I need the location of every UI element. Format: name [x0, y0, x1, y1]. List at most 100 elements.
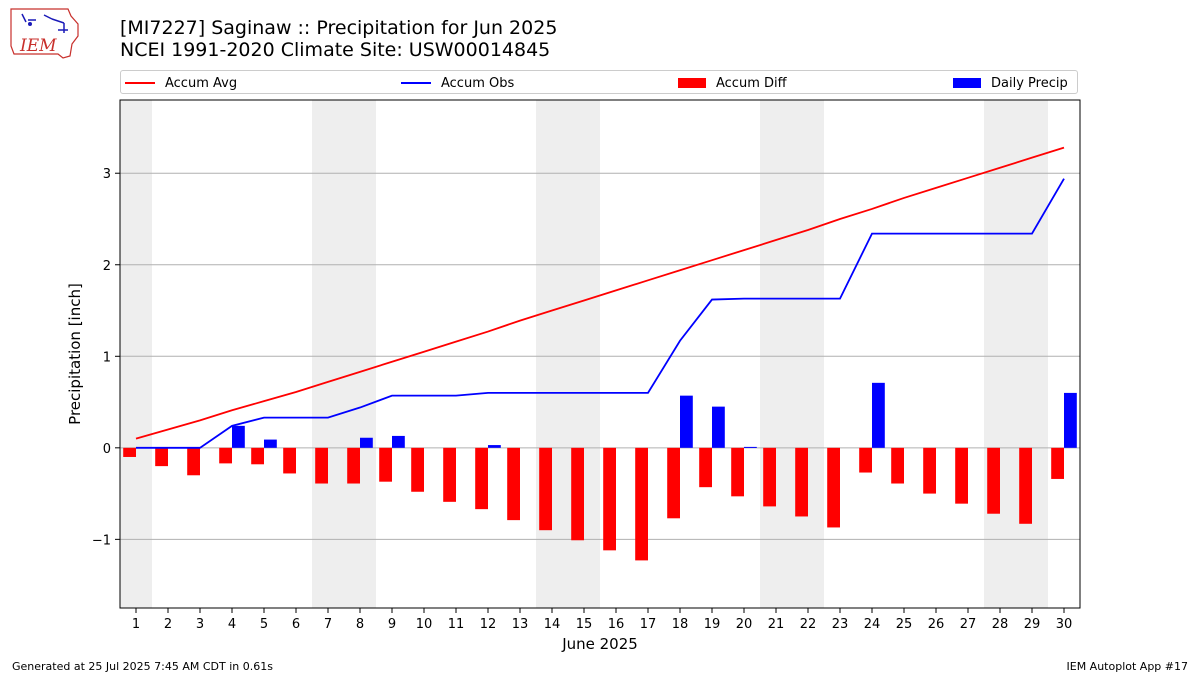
diff-bar-13	[507, 447, 520, 521]
xtick-label-26: 26	[928, 617, 945, 632]
xtick-label-9: 9	[388, 617, 396, 632]
diff-bar-4	[219, 447, 232, 464]
diff-bar-17	[635, 447, 648, 561]
daily-bar-5	[264, 439, 277, 448]
legend-item-accum-obs: Accum Obs	[401, 74, 514, 92]
diff-bar-8	[347, 447, 360, 484]
xtick-label-28: 28	[992, 617, 1009, 632]
xtick-label-19: 19	[704, 617, 721, 632]
diff-bar-7	[315, 447, 328, 484]
diff-bar-10	[411, 447, 424, 492]
diff-bar-28	[987, 447, 1000, 514]
diff-bar-18	[667, 447, 680, 519]
ytick-label-0: 0	[103, 442, 111, 457]
diff-bar-30	[1051, 447, 1064, 479]
xtick-label-8: 8	[356, 617, 364, 632]
daily-bar-8	[360, 437, 373, 448]
daily-bar-12	[488, 445, 501, 448]
daily-bar-24	[872, 382, 885, 448]
diff-bar-19	[699, 447, 712, 488]
xtick-label-7: 7	[324, 617, 332, 632]
xtick-label-3: 3	[196, 617, 204, 632]
xtick-label-12: 12	[480, 617, 497, 632]
xtick-label-6: 6	[292, 617, 300, 632]
legend-label-daily-precip: Daily Precip	[991, 75, 1068, 91]
daily-bar-30	[1064, 392, 1077, 448]
footer-app: IEM Autoplot App #17	[1066, 660, 1189, 673]
legend: Accum Avg Accum Obs Accum Diff Daily Pre…	[120, 70, 1078, 94]
diff-bar-14	[539, 447, 552, 531]
weekend-shade-1	[312, 100, 376, 608]
xtick-label-23: 23	[832, 617, 849, 632]
chart-title: [MI7227] Saginaw :: Precipitation for Ju…	[120, 17, 558, 39]
ytick-label--1: −1	[92, 533, 111, 548]
xtick-label-24: 24	[864, 617, 881, 632]
xtick-label-1: 1	[132, 617, 140, 632]
xtick-label-20: 20	[736, 617, 753, 632]
ytick-label-2: 2	[103, 259, 111, 274]
diff-bar-2	[155, 447, 168, 467]
xtick-label-22: 22	[800, 617, 817, 632]
iem-logo: IEM	[10, 8, 79, 59]
weekend-shade-2	[536, 100, 600, 608]
xtick-label-2: 2	[164, 617, 172, 632]
xtick-label-11: 11	[448, 617, 465, 632]
accum-obs-line	[136, 178, 1065, 449]
chart-subtitle: NCEI 1991-2020 Climate Site: USW00014845	[120, 39, 551, 61]
diff-bar-3	[187, 447, 200, 476]
weekend-shade-3	[760, 100, 824, 608]
daily-bar-19	[712, 406, 725, 448]
ytick-label-1: 1	[103, 350, 111, 365]
xtick-label-16: 16	[608, 617, 625, 632]
xtick-label-21: 21	[768, 617, 785, 632]
weekend-shade-0	[120, 100, 152, 608]
legend-item-daily-precip: Daily Precip	[953, 74, 1068, 92]
daily-bar-4	[232, 425, 245, 448]
legend-item-accum-diff: Accum Diff	[678, 74, 787, 92]
logo-text: IEM	[19, 36, 57, 56]
ytick-label-3: 3	[103, 167, 111, 182]
xtick-label-25: 25	[896, 617, 913, 632]
diff-bar-5	[251, 447, 264, 465]
xtick-label-10: 10	[416, 617, 433, 632]
weather-symbols-icon	[21, 13, 68, 33]
accum-avg-line	[135, 146, 1065, 440]
daily-bar-9	[392, 435, 405, 448]
legend-swatch-daily-precip	[953, 78, 981, 88]
diff-bar-22	[795, 447, 808, 517]
legend-label-accum-obs: Accum Obs	[441, 75, 515, 91]
diff-bar-12	[475, 447, 488, 510]
daily-bar-20	[744, 446, 757, 448]
legend-swatch-accum-avg	[125, 82, 155, 84]
footer-generated: Generated at 25 Jul 2025 7:45 AM CDT in …	[12, 660, 273, 673]
weekend-shade-4	[984, 100, 1048, 608]
diff-bar-20	[731, 447, 744, 497]
xtick-label-29: 29	[1024, 617, 1041, 632]
legend-item-accum-avg: Accum Avg	[125, 74, 237, 92]
xtick-label-30: 30	[1056, 617, 1073, 632]
legend-swatch-accum-diff	[678, 78, 706, 88]
xtick-label-17: 17	[640, 617, 657, 632]
xtick-label-14: 14	[544, 617, 561, 632]
legend-swatch-accum-obs	[401, 82, 431, 84]
xtick-label-5: 5	[260, 617, 268, 632]
diff-bar-23	[827, 447, 840, 528]
diff-bar-25	[891, 447, 904, 484]
diff-bar-6	[283, 447, 296, 474]
x-axis-label: June 2025	[561, 635, 638, 653]
diff-bar-26	[923, 447, 936, 494]
diff-bar-21	[763, 447, 776, 507]
diff-bar-16	[603, 447, 616, 551]
diff-bar-15	[571, 447, 584, 541]
legend-label-accum-avg: Accum Avg	[165, 75, 238, 91]
diff-bar-24	[859, 447, 872, 473]
diff-bar-11	[443, 447, 456, 502]
diff-bar-29	[1019, 447, 1032, 524]
daily-bar-18	[680, 395, 693, 448]
diff-bar-1	[123, 447, 136, 457]
xtick-label-15: 15	[576, 617, 593, 632]
plot-frame	[119, 99, 1081, 609]
iowa-state-outline	[10, 8, 79, 59]
xtick-label-18: 18	[672, 617, 689, 632]
